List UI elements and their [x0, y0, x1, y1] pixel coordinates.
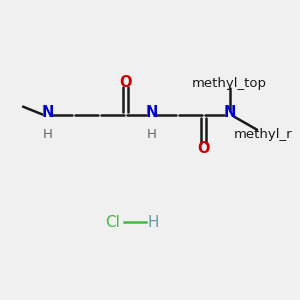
Text: O: O — [119, 75, 132, 90]
Text: N: N — [41, 105, 54, 120]
Text: O: O — [197, 141, 210, 156]
Text: N: N — [146, 105, 158, 120]
Text: H: H — [43, 128, 52, 141]
Text: methyl_top: methyl_top — [192, 77, 267, 90]
Text: N: N — [224, 105, 236, 120]
Text: H: H — [147, 128, 157, 141]
Text: Cl: Cl — [105, 215, 120, 230]
Text: methyl_r: methyl_r — [233, 128, 292, 141]
Text: H: H — [147, 215, 159, 230]
